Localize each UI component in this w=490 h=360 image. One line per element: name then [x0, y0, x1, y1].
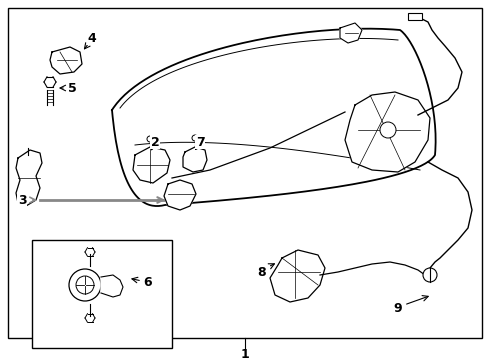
Text: 2: 2 [150, 135, 159, 148]
Polygon shape [112, 29, 436, 206]
Polygon shape [164, 180, 196, 210]
Text: 7: 7 [196, 135, 204, 148]
Text: 8: 8 [258, 266, 266, 279]
Text: 1: 1 [241, 348, 249, 360]
Polygon shape [16, 150, 42, 206]
Polygon shape [50, 47, 82, 74]
Polygon shape [133, 147, 170, 183]
Text: 3: 3 [18, 194, 26, 207]
Polygon shape [101, 275, 123, 297]
Polygon shape [270, 250, 325, 302]
Polygon shape [340, 23, 362, 43]
Text: 6: 6 [144, 275, 152, 288]
Bar [32, 240, 172, 348]
Circle shape [192, 135, 198, 141]
Circle shape [76, 276, 94, 294]
Circle shape [423, 268, 437, 282]
Bar [408, 13, 422, 20]
Text: 4: 4 [88, 31, 97, 45]
Polygon shape [345, 92, 430, 172]
Polygon shape [183, 147, 207, 172]
Text: 5: 5 [68, 81, 76, 94]
Circle shape [69, 269, 101, 301]
Circle shape [380, 122, 396, 138]
Text: 9: 9 [393, 302, 402, 315]
Circle shape [147, 136, 153, 142]
